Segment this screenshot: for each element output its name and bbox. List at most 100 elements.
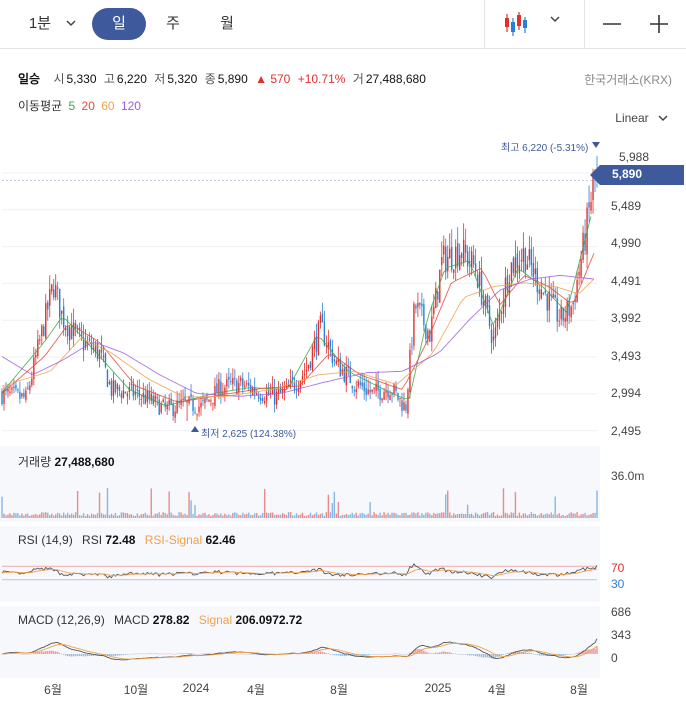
candle-body (327, 342, 330, 349)
candle-body (84, 341, 87, 348)
candle-body (379, 388, 381, 400)
close-value: 5,890 (217, 72, 248, 86)
volume-bar (594, 512, 596, 518)
candle-body (138, 389, 141, 397)
interval-select[interactable]: 1분 (28, 15, 52, 32)
volume-bar (305, 515, 308, 518)
macd-histogram-bar (488, 654, 491, 658)
volume-bar (94, 514, 97, 518)
volume-bar (548, 514, 550, 518)
volume-bar (80, 515, 83, 518)
macd-histogram-bar (313, 652, 316, 654)
candle-body (443, 245, 445, 255)
candle-body (433, 306, 435, 315)
volume-bar (208, 514, 210, 518)
macd-histogram-bar (393, 653, 395, 655)
volume-bar (500, 515, 503, 518)
candle-body (39, 339, 41, 341)
scale-select[interactable]: Linear (615, 111, 668, 125)
macd-histogram-bar (397, 653, 399, 655)
macd-histogram-bar (188, 653, 190, 654)
toolbar-divider (484, 0, 485, 48)
candle-body (29, 385, 31, 391)
candle-body (208, 399, 210, 402)
macd-histogram-bar (299, 653, 302, 655)
candle-body (287, 384, 290, 388)
candle-body (584, 233, 586, 251)
volume-bar (554, 496, 556, 518)
macd-histogram-bar (182, 653, 184, 654)
candle-body (548, 291, 550, 311)
candle-body (572, 302, 574, 305)
candle-body (17, 389, 19, 391)
macd-tick: 686 (611, 605, 632, 619)
volume-bar (220, 513, 222, 518)
candle-body (520, 260, 523, 262)
toolbar-divider (584, 0, 585, 48)
chevron-down-icon[interactable] (550, 16, 560, 24)
tab-weekly[interactable]: 주 (166, 15, 180, 32)
macd-histogram-bar (576, 652, 578, 654)
volume-bar (186, 515, 188, 518)
candlestick-icon[interactable] (500, 8, 532, 40)
volume-bar (317, 514, 320, 518)
candle-body (1, 391, 3, 405)
macd-histogram-bar (196, 654, 198, 655)
volume-bar (45, 512, 47, 518)
plus-icon[interactable] (643, 8, 675, 40)
price-tick: 5,489 (611, 199, 642, 213)
volume-bar (254, 513, 256, 518)
volume-bar (188, 492, 190, 518)
macd-histogram-bar (437, 652, 439, 654)
macd-histogram-bar (250, 654, 252, 655)
candle-body (140, 398, 142, 400)
candle-body (68, 327, 71, 341)
moving-average-legend[interactable]: 이동평균 5 20 60 120 (18, 97, 141, 114)
macd-histogram-bar (39, 651, 41, 654)
stock-name: 일승 (18, 72, 41, 86)
low-label: 저 (154, 72, 166, 86)
candle-body (347, 365, 349, 368)
macd-histogram-bar (542, 654, 544, 656)
macd-histogram-bar (208, 653, 210, 654)
volume-bar (415, 513, 417, 518)
tab-monthly[interactable]: 월 (220, 15, 234, 32)
volume-bar (488, 514, 491, 518)
volume-bar (114, 512, 117, 518)
volume-bar (112, 515, 115, 518)
close-label: 종 (204, 72, 216, 86)
volume-bar (331, 503, 334, 518)
candle-body (353, 390, 355, 392)
volume-bar (39, 514, 41, 518)
volume-bar (92, 514, 95, 518)
candle-body (269, 393, 272, 395)
volume-bar (250, 514, 252, 518)
macd-histogram-bar (482, 654, 485, 658)
volume-bar (484, 512, 487, 518)
x-tick: 10월 (123, 683, 149, 697)
volume-bar (568, 513, 570, 518)
volume-bar (184, 513, 186, 518)
macd-histogram-bar (240, 653, 242, 655)
macd-histogram-bar (526, 652, 529, 654)
macd-histogram-bar (457, 654, 459, 655)
macd-histogram-bar (425, 651, 427, 654)
candle-body (552, 294, 554, 297)
macd-histogram-bar (572, 653, 574, 655)
minus-icon[interactable] (596, 8, 628, 40)
ma-label: 이동평균 (18, 99, 63, 113)
volume-bar (433, 512, 435, 518)
volume-bar (170, 512, 172, 518)
macd-histogram-bar (570, 654, 572, 655)
volume-bar (301, 512, 304, 518)
volume-bar (506, 513, 509, 518)
macd-histogram-bar (586, 649, 588, 654)
candle-body (202, 399, 204, 401)
macd-histogram-bar (1, 654, 3, 655)
tab-daily[interactable]: 일 (92, 8, 146, 40)
candle-body (55, 285, 57, 298)
chevron-down-icon[interactable] (66, 20, 76, 28)
candle-body (445, 246, 447, 273)
macd-histogram-bar (458, 654, 461, 655)
